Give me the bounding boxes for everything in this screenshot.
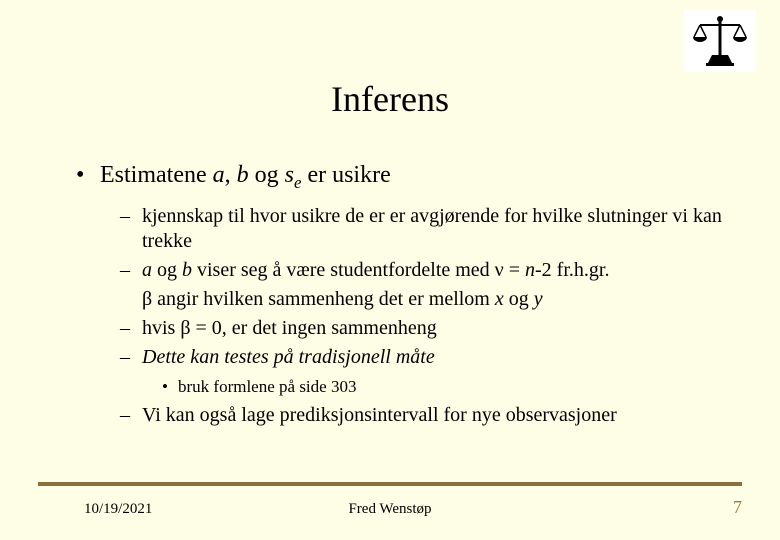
slide: Inferens Estimatene a, b og se er usikre… [0,0,780,540]
var-b: b [237,162,249,188]
sub-bullet-1: kjennskap til hvor usikre de er er avgjø… [80,204,730,254]
sub-bullet-2: a og b viser seg å være studentfordelte … [80,258,730,283]
bullet-main: Estimatene a, b og se er usikre [80,160,730,194]
var-s: s [285,162,294,188]
horizontal-rule [38,482,742,486]
sub-bullet-6: Vi kan også lage prediksjonsintervall fo… [80,403,730,428]
text: -2 fr.h.gr. [535,259,609,281]
text: , [225,162,237,188]
footer-author: Fred Wenstøp [0,501,780,518]
var-x: x [495,288,504,310]
slide-body: Estimatene a, b og se er usikre kjennska… [80,160,730,432]
slide-title: Inferens [0,78,780,120]
var-a: a [213,162,225,188]
scales-logo [684,10,756,72]
text: og [152,259,182,281]
var-b: b [182,259,192,281]
var-y: y [534,288,543,310]
var-n: n [525,259,535,281]
sub-bullet-4: hvis β = 0, er det ingen sammenheng [80,316,730,341]
text: og [504,288,534,310]
sub-bullet-5: Dette kan testes på tradisjonell måte [80,345,730,370]
text: viser seg å være studentfordelte med ν = [192,259,525,281]
text: er usikre [301,162,390,188]
footer-page-number: 7 [733,497,742,518]
text: Estimatene [100,162,213,188]
sub-sub-bullet: bruk formlene på side 303 [80,376,730,397]
sub-bullet-3: β angir hvilken sammenheng det er mellom… [80,287,730,312]
text: og [249,162,285,188]
text: β angir hvilken sammenheng det er mellom [142,288,495,310]
var-a: a [142,259,152,281]
